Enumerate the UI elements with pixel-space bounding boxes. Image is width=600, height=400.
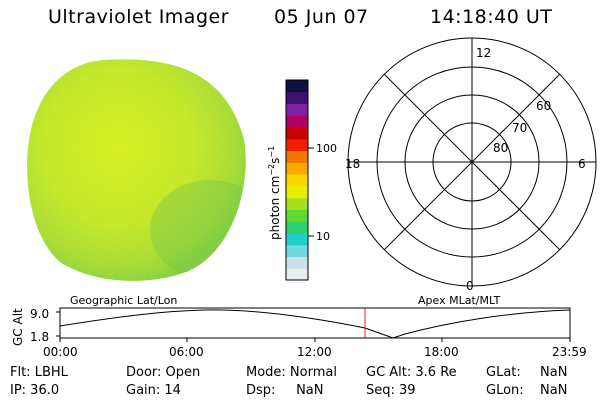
timeline-ticks [59, 338, 571, 342]
altitude-curve [59, 309, 571, 339]
mlt-label-18: 18 [345, 157, 360, 171]
svg-text:photon cm−2s−1: photon cm−2s−1 [267, 146, 282, 240]
colorbar-segment [286, 127, 308, 140]
glat-value: NaN [540, 365, 568, 380]
gc-altitude-readout: GC Alt: 3.6 Re [366, 365, 457, 380]
colorbar-segment [286, 244, 308, 257]
mlt-label-12: 12 [476, 46, 491, 60]
ip-readout: IP: 36.0 [10, 383, 60, 398]
uv-image [27, 59, 246, 281]
filter-readout: Flt: LBHL [10, 365, 68, 380]
yaxis-min: 1.8 [30, 330, 49, 344]
colorbar-segment [286, 162, 308, 175]
colorbar-frame [285, 79, 309, 281]
colorbar-segment [286, 91, 308, 105]
mlt-label-6: 6 [578, 157, 586, 171]
glon-value: NaN [540, 383, 568, 398]
gain-readout: Gain: 14 [126, 383, 181, 398]
colorbar-segment [286, 256, 308, 269]
colorbar-tick-10: 10 [316, 230, 330, 243]
colorbar [285, 79, 309, 281]
colorbar-segment [286, 221, 308, 234]
yaxis-title: GC Alt [11, 308, 25, 346]
colorbar-segment [286, 115, 308, 128]
door-readout: Door: Open [126, 365, 201, 380]
xtick-2359: 23:59 [552, 345, 587, 359]
xtick-1200: 12:00 [297, 345, 332, 359]
colorbar-tick-100: 100 [316, 142, 337, 155]
observation-time: 14:18:40 UT [430, 6, 553, 28]
xtick-1800: 18:00 [424, 345, 459, 359]
colorbar-segment [286, 185, 308, 199]
colorbar-segment [286, 268, 308, 281]
mode-readout: Mode: Normal [246, 365, 337, 380]
mlt-label-0: 0 [466, 279, 474, 293]
lat-label-70: 70 [512, 121, 527, 135]
polar-diagonal-2 [383, 73, 561, 251]
lat-label-80: 80 [493, 141, 508, 155]
colorbar-segment [286, 174, 308, 187]
colorbar-segment [286, 150, 308, 163]
polar-plot [347, 37, 597, 287]
colorbar-segment [286, 80, 308, 93]
xtick-0000: 00:00 [43, 345, 78, 359]
timeline-frame [59, 307, 571, 339]
sequence-readout: Seq: 39 [366, 383, 416, 398]
colorbar-unit-label: photon cm−2s−1 [267, 146, 282, 240]
svg-text:GC Alt: GC Alt [11, 308, 25, 346]
colorbar-segment [286, 197, 308, 210]
colorbar-segment [286, 209, 308, 222]
yaxis-max: 9.0 [30, 307, 49, 321]
instrument-title: Ultraviolet Imager [48, 6, 230, 28]
observation-date: 05 Jun 07 [274, 6, 369, 28]
colorbar-segment [286, 103, 308, 116]
glon-label: GLon: [486, 383, 524, 398]
glat-label: GLat: [486, 365, 521, 380]
lat-label-60: 60 [536, 99, 551, 113]
dsp-readout: Dsp: NaN [246, 383, 324, 398]
xtick-0600: 06:00 [169, 345, 204, 359]
colorbar-segment [286, 232, 308, 246]
timeline-left-label: Geographic Lat/Lon [70, 294, 177, 307]
timeline-right-label: Apex MLat/MLT [418, 294, 501, 307]
colorbar-segment [286, 138, 308, 152]
